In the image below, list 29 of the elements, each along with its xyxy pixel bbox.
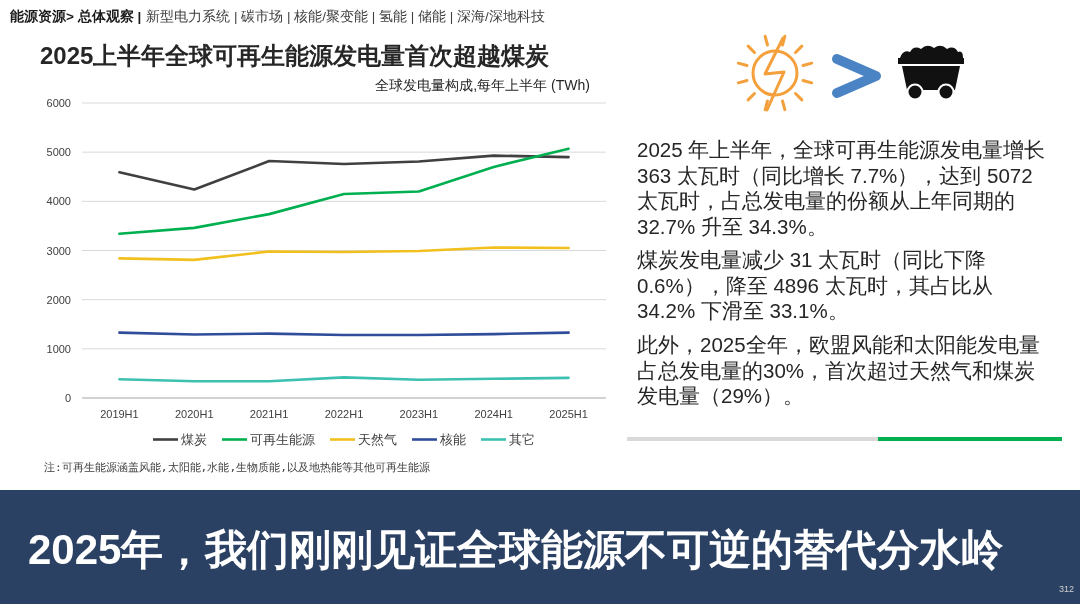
text: 注:可再生能源涵盖风能,太阳能,水能,生物质能,以及地热能等其他可再生能源 — [44, 461, 431, 474]
legend-label: 核能 — [439, 432, 466, 447]
text: 2025年，我们刚刚见证全球能源不可逆的替代分水岭 — [28, 526, 1005, 573]
y-tick-label: 5000 — [46, 146, 71, 159]
y-tick-label: 2000 — [46, 293, 71, 306]
legend-label: 可再生能源 — [250, 432, 315, 447]
y-tick-label: 6000 — [46, 97, 71, 109]
legend-label: 煤炭 — [181, 432, 207, 447]
legend-label: 其它 — [509, 432, 535, 447]
text: 312 — [1058, 584, 1074, 594]
x-tick-label: 2020H1 — [175, 408, 214, 420]
text: 新型电力系统 | 碳市场 | 核能/聚变能 | 氢能 | 储能 | 深海/深地科技 — [146, 9, 545, 24]
x-tick-label: 2024H1 — [474, 408, 513, 420]
legend-label: 天然气 — [358, 432, 397, 447]
y-tick-label: 4000 — [46, 195, 71, 208]
x-tick-label: 2022H1 — [324, 408, 364, 420]
x-tick-label: 2021H1 — [249, 408, 289, 420]
chart-title: 2025上半年全球可再生能源发电量首次超越煤炭 — [40, 42, 551, 69]
y-tick-label: 1000 — [46, 342, 71, 355]
text: 此外，2025全年，欧盟风能和太阳能发电量占总发电量的30%，首次超过天然气和煤炭发电量（29%）。 — [637, 332, 1041, 410]
y-tick-label: 0 — [64, 392, 71, 404]
text: 能源资源> 总体观察 | — [10, 8, 142, 24]
text: 2025 年上半年，全球可再生能源发电量增长 363 太瓦时（同比增长 7.7%），达到 5072 太瓦时，占总发电量的份额从上年同期的 32.7% 升至 34.3%。 — [637, 137, 1047, 240]
x-tick-label: 2025H1 — [549, 408, 588, 420]
text: 煤炭发电量减少 31 太瓦时（同比下降 0.6%），降至 4896 太瓦时，其占比从 34.2% 下滑至 33.1%。 — [637, 247, 994, 325]
x-tick-label: 2023H1 — [399, 408, 439, 420]
y-tick-label: 3000 — [46, 244, 71, 257]
x-tick-label: 2019H1 — [100, 408, 139, 420]
chart-subtitle: 全球发电量构成,每年上半年 (TWh) — [375, 77, 590, 93]
